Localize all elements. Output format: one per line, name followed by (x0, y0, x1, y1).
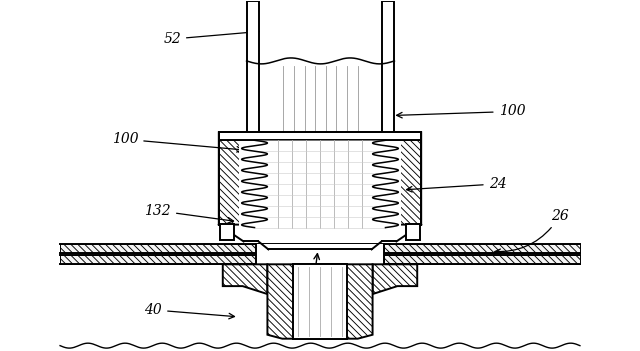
Text: 52: 52 (163, 29, 259, 46)
Bar (220, 224, 234, 240)
Bar (255, 244, 385, 264)
Bar (239, 140, 401, 227)
Polygon shape (268, 264, 372, 339)
Text: 40: 40 (145, 303, 234, 319)
Text: 26: 26 (495, 208, 569, 254)
Polygon shape (385, 256, 580, 264)
Text: 100: 100 (397, 105, 525, 119)
Bar (293, 264, 347, 339)
Text: 132: 132 (145, 204, 234, 223)
Bar (219, 132, 421, 140)
Polygon shape (385, 244, 580, 253)
Text: 25: 25 (315, 132, 333, 154)
Text: 24: 24 (406, 177, 506, 192)
Polygon shape (60, 256, 255, 264)
Bar (246, 1, 259, 138)
Bar (406, 224, 420, 240)
Text: 100: 100 (111, 132, 243, 152)
Polygon shape (60, 244, 255, 253)
Bar (381, 1, 394, 138)
Polygon shape (223, 264, 268, 294)
Polygon shape (219, 132, 259, 225)
Polygon shape (372, 264, 417, 294)
Text: 44: 44 (326, 316, 369, 336)
Polygon shape (381, 132, 421, 225)
